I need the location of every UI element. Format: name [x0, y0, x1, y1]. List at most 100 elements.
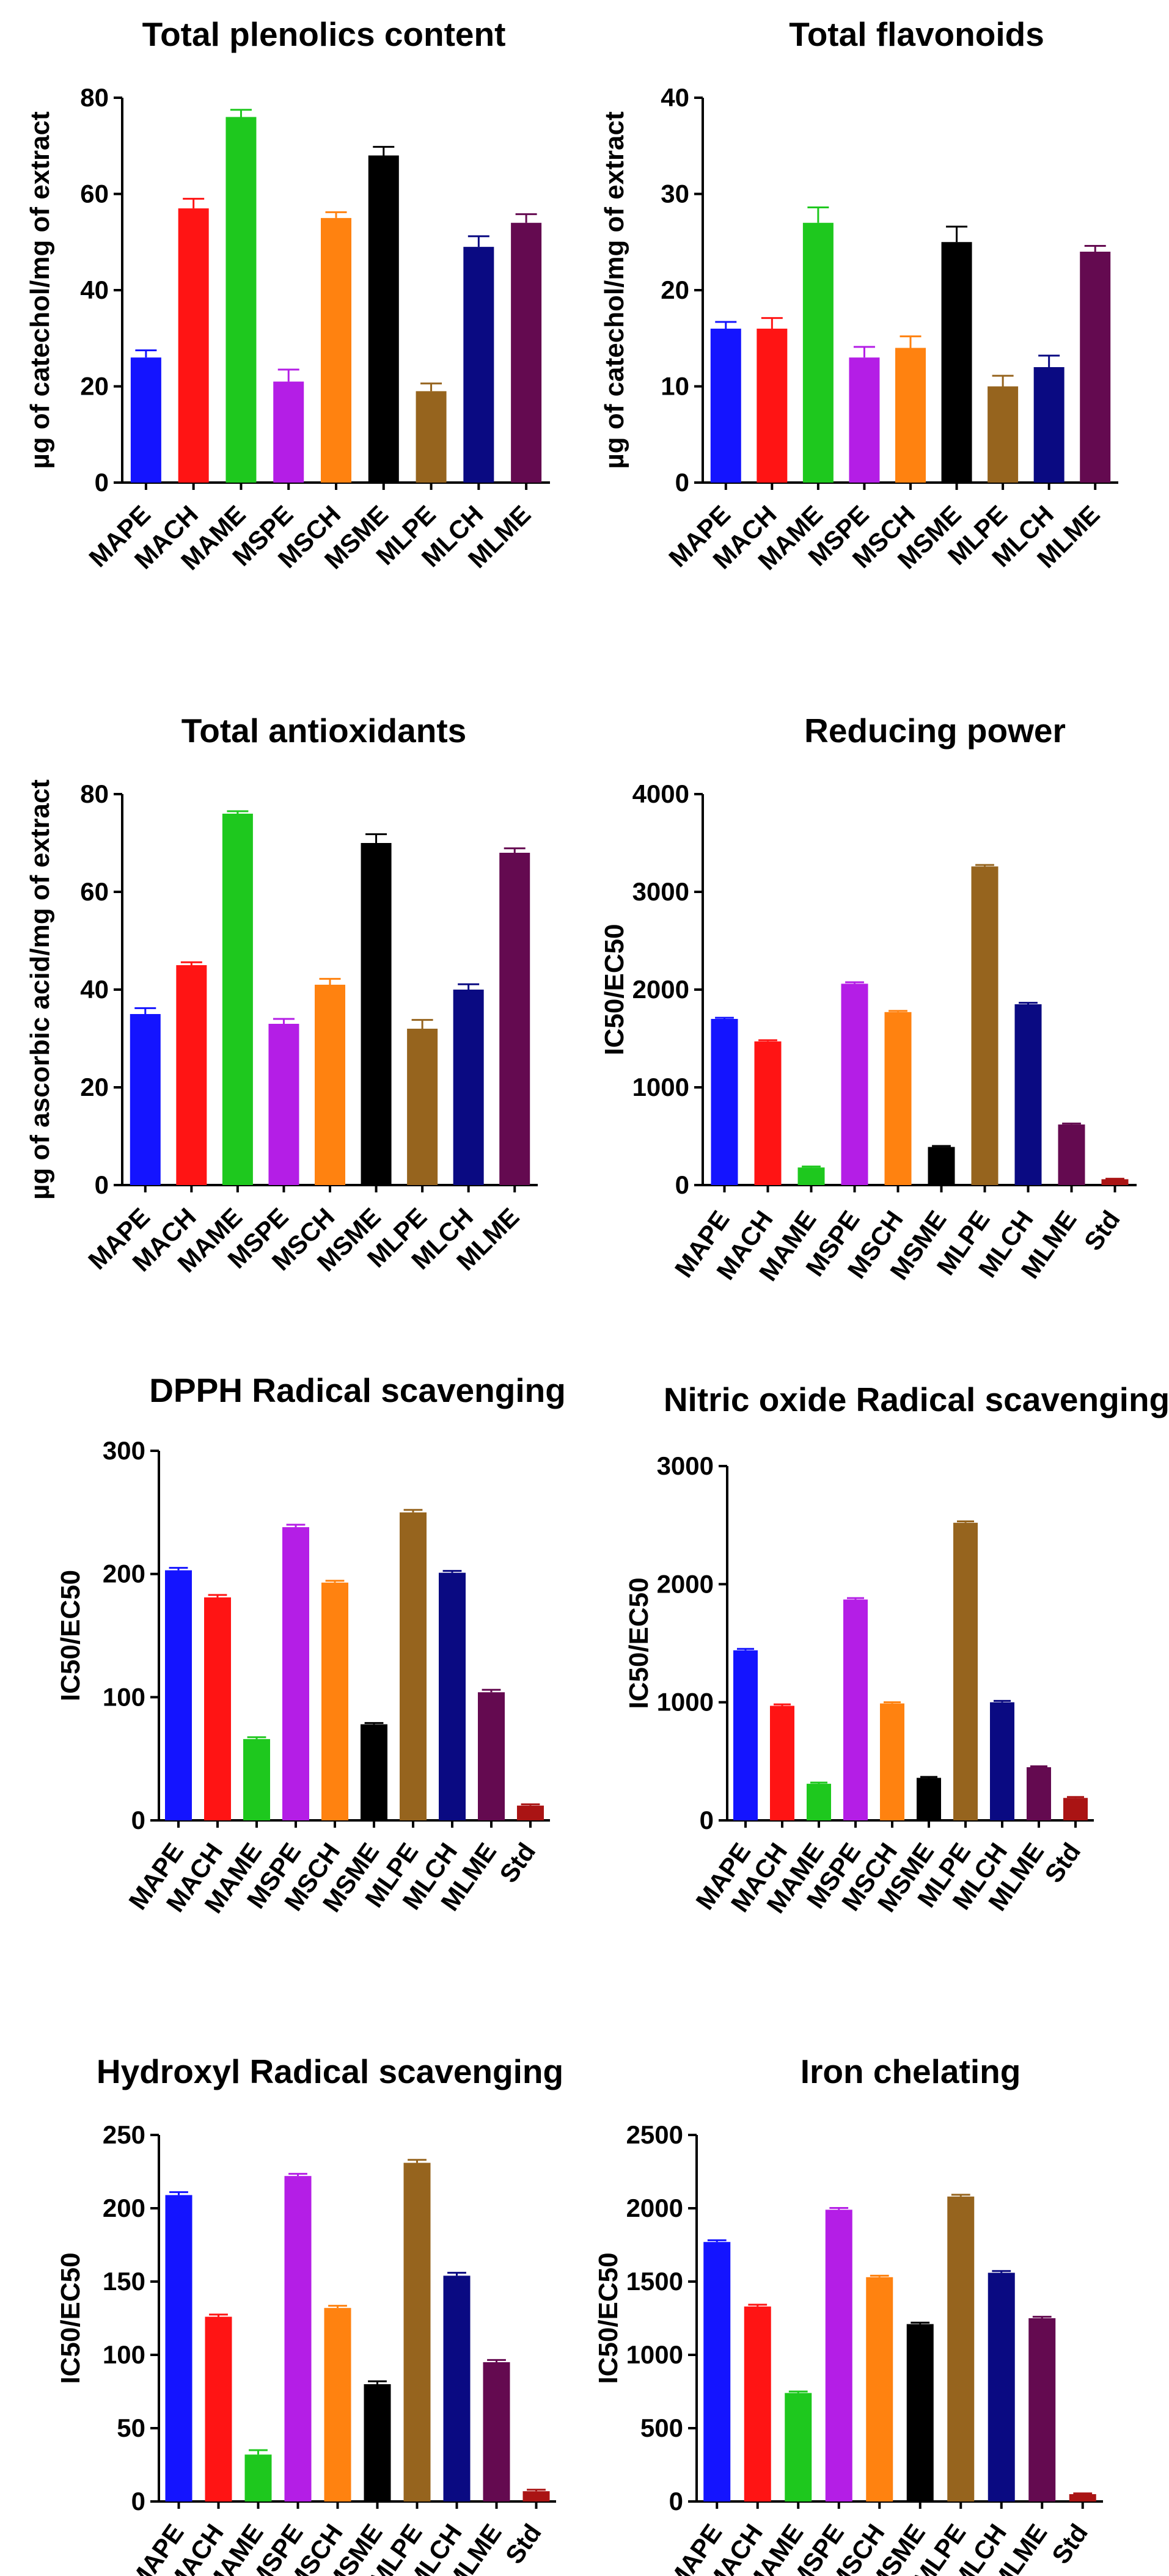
y-tick-label: 0 — [95, 468, 109, 497]
bar-mlch — [1014, 1004, 1042, 1185]
bar-mame — [785, 2393, 812, 2501]
chart-title: Total flavonoids — [789, 15, 1044, 53]
y-axis-label: µg of ascorbic acid/mg of extract — [25, 779, 55, 1200]
bar-msch — [866, 2277, 893, 2501]
bar-mlpe — [407, 1029, 438, 1185]
y-tick-label: 0 — [95, 1170, 109, 1199]
bar-std — [1101, 1179, 1129, 1185]
chart-title: Nitric oxide Radical scavenging — [664, 1381, 1169, 1418]
bar-msme — [906, 2324, 934, 2501]
bar-mlpe — [988, 386, 1019, 483]
y-tick-label: 1500 — [626, 2267, 683, 2296]
bar-mame — [225, 117, 257, 483]
y-tick-label: 40 — [80, 275, 109, 304]
y-axis-label: IC50/EC50 — [593, 2252, 623, 2384]
y-tick-label: 3000 — [657, 1451, 714, 1480]
bar-std — [522, 2491, 550, 2501]
chart-title: Total antioxidants — [181, 712, 467, 750]
chart-title: Total plenolics content — [142, 15, 506, 53]
y-axis-label: IC50/EC50 — [624, 1577, 654, 1709]
y-tick-label: 0 — [675, 468, 689, 497]
bar-msch — [880, 1703, 904, 1820]
y-tick-label: 40 — [80, 975, 109, 1004]
y-tick-label: 60 — [80, 180, 109, 208]
bar-mlch — [988, 2272, 1015, 2501]
y-axis-label: µg of catechol/mg of extract — [25, 111, 55, 469]
bar-mape — [165, 2195, 192, 2501]
bar-mspe — [841, 983, 868, 1185]
chart-title: Hydroxyl Radical scavenging — [97, 2052, 563, 2090]
bar-mlme — [1058, 1124, 1085, 1185]
y-tick-label: 3000 — [632, 877, 689, 906]
bar-mape — [733, 1650, 758, 1820]
bar-mlch — [463, 247, 494, 483]
bar-mach — [204, 1597, 231, 1820]
bar-mame — [797, 1167, 825, 1185]
bar-mach — [770, 1706, 794, 1820]
bar-mame — [222, 814, 253, 1185]
bar-mlpe — [953, 1522, 978, 1820]
x-tick-label: Std — [494, 1837, 541, 1888]
bar-std — [1063, 1798, 1088, 1820]
bar-msme — [368, 155, 399, 483]
bar-msch — [324, 2308, 351, 2501]
bar-mach — [176, 965, 207, 1185]
y-tick-label: 2500 — [626, 2120, 683, 2149]
bar-mach — [744, 2306, 771, 2501]
bar-mach — [757, 329, 788, 483]
y-tick-label: 30 — [661, 180, 689, 208]
bar-mape — [710, 329, 741, 483]
bar-mlme — [1080, 252, 1111, 483]
chart-5: DPPH Radical scavenging IC50/EC50 0 100 200 3… — [56, 1371, 566, 1918]
bar-mlme — [1028, 2318, 1056, 2501]
bar-mlpe — [400, 1512, 427, 1820]
bar-mspe — [284, 2176, 312, 2501]
bar-msme — [941, 242, 972, 483]
y-tick-label: 60 — [80, 877, 109, 906]
bar-mspe — [843, 1599, 868, 1820]
bar-mach — [178, 208, 209, 483]
y-tick-label: 1000 — [632, 1073, 689, 1101]
bar-mlpe — [971, 866, 999, 1185]
bar-mspe — [268, 1024, 299, 1185]
bar-mape — [711, 1019, 738, 1185]
bar-mlch — [439, 1572, 466, 1820]
bar-msch — [321, 217, 351, 483]
bar-mlch — [1033, 367, 1065, 483]
chart-1: Total plenolics content µg of catechol/mg… — [25, 15, 550, 575]
bar-msch — [895, 348, 926, 483]
x-tick-label: Std — [500, 2519, 547, 2569]
y-tick-label: 300 — [103, 1436, 145, 1465]
bar-msch — [321, 1582, 348, 1820]
bar-mape — [130, 357, 161, 483]
y-tick-label: 250 — [103, 2120, 145, 2149]
y-axis-label: µg of catechol/mg of extract — [599, 111, 629, 469]
y-tick-label: 80 — [80, 779, 109, 808]
bar-mape — [165, 1570, 192, 1820]
chart-3: Total antioxidants µg of ascorbic acid/mg… — [25, 712, 538, 1278]
y-tick-label: 100 — [103, 1682, 145, 1711]
bar-msme — [364, 2384, 391, 2501]
y-tick-label: 2000 — [626, 2194, 683, 2222]
y-tick-label: 0 — [700, 1806, 714, 1834]
y-tick-label: 1000 — [626, 2340, 683, 2369]
y-tick-label: 2000 — [632, 975, 689, 1004]
bar-mape — [130, 1014, 161, 1185]
x-tick-label: Std — [1039, 1837, 1086, 1888]
y-tick-label: 100 — [103, 2340, 145, 2369]
x-tick-label: Std — [1079, 1205, 1126, 1255]
bar-mspe — [282, 1527, 309, 1820]
bar-mame — [243, 1739, 270, 1820]
chart-6: Nitric oxide Radical scavenging IC50/EC50… — [624, 1381, 1169, 1918]
y-axis-label: IC50/EC50 — [56, 2252, 86, 2384]
bar-mlme — [1027, 1767, 1051, 1820]
y-tick-label: 1000 — [657, 1688, 714, 1717]
bar-mlme — [478, 1692, 505, 1820]
bar-msme — [917, 1778, 941, 1820]
bar-mame — [244, 2454, 272, 2501]
chart-title: Reducing power — [804, 712, 1066, 750]
bar-mame — [802, 222, 834, 483]
bar-msme — [361, 843, 392, 1185]
bar-mspe — [849, 357, 880, 483]
